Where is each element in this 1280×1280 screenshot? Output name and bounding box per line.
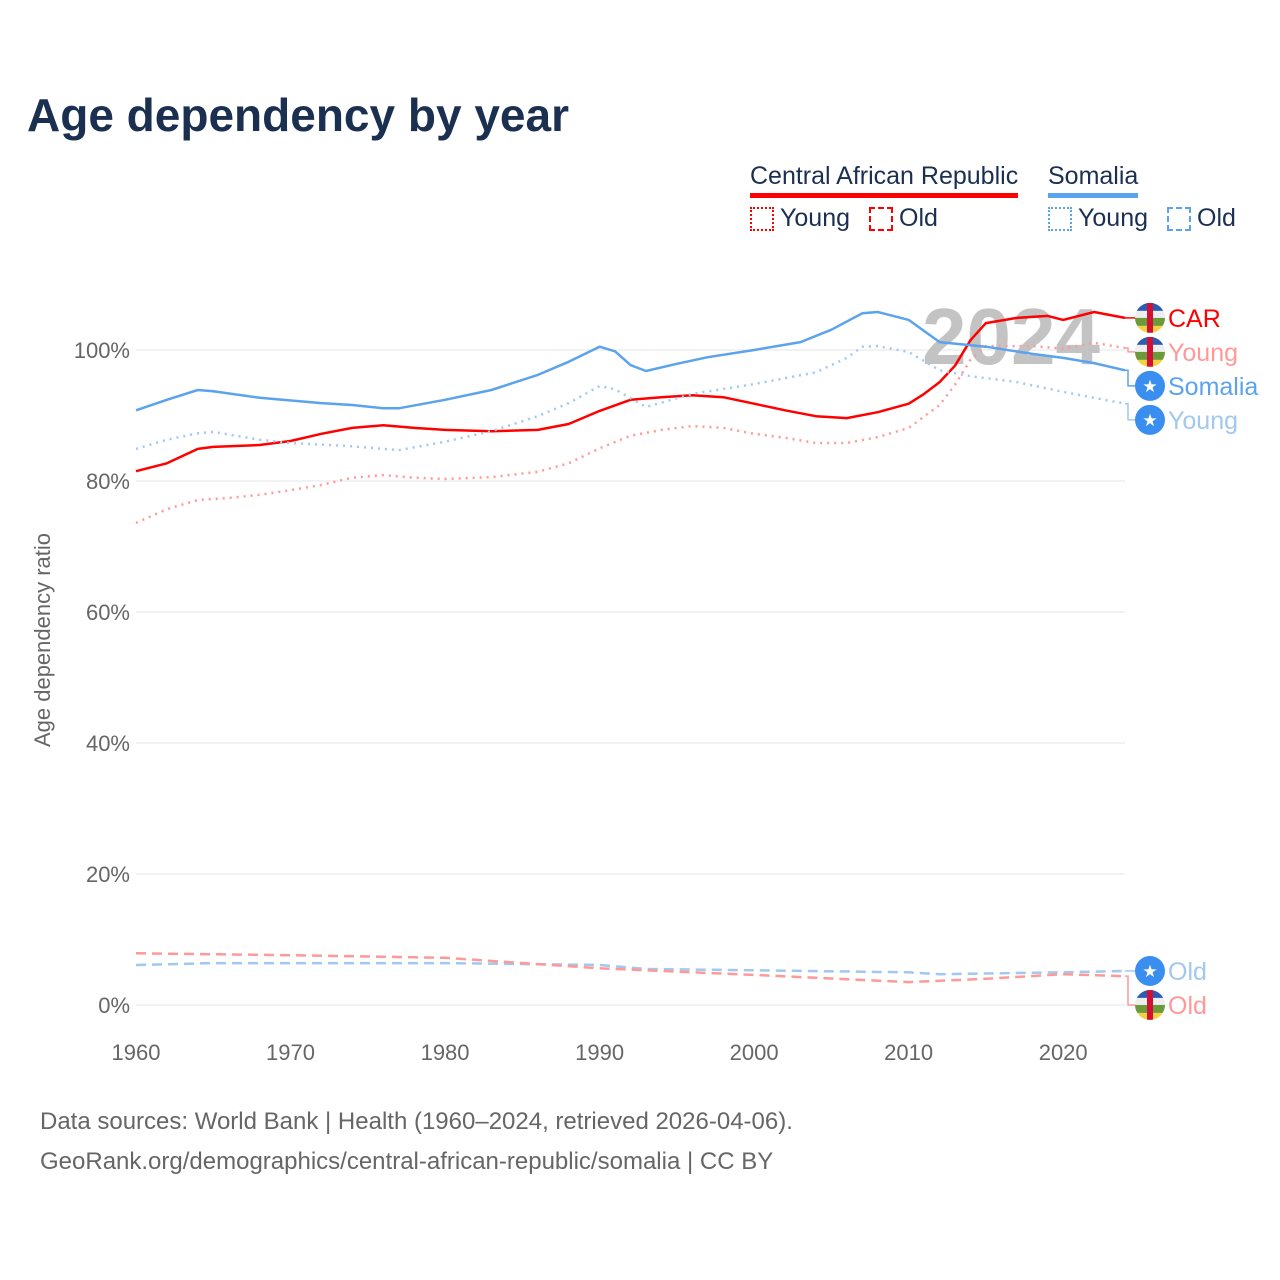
somalia-flag-icon [1135,955,1165,986]
label-connector [1125,975,1136,1006]
dashed-swatch-icon [1167,206,1191,231]
y-tick-label: 80% [86,469,130,494]
dotted-swatch-icon [750,206,774,231]
series-line-car-old [135,952,1126,984]
dotted-swatch-icon [1048,206,1072,231]
legend-somalia-young[interactable]: Young [1048,204,1148,233]
x-tick-label: 2000 [730,1040,779,1065]
x-tick-label: 2020 [1039,1040,1088,1065]
series-end-label: Young [1168,407,1238,435]
car-flag-icon [1135,989,1165,1020]
legend-somalia[interactable]: Somalia [1048,162,1139,198]
series-end-label: CAR [1168,305,1221,333]
car-flag-icon [1135,336,1165,367]
series-line-somalia-old [135,961,1126,976]
x-tick-label: 2010 [884,1040,933,1065]
series-line-car [135,310,1126,473]
y-tick-label: 0% [98,993,130,1018]
label-connector [1125,347,1136,353]
y-tick-label: 40% [86,731,130,756]
legend-label: Old [899,204,938,232]
series-line-car-young [135,341,1126,525]
legend-label: Old [1197,204,1236,232]
star-icon: ★ [1142,411,1157,431]
x-tick-label: 1960 [112,1040,161,1065]
y-tick-label: 60% [86,600,130,625]
y-tick-label: 20% [86,862,130,887]
series-line-somalia-young [135,344,1126,452]
series-end-label: Old [1168,992,1207,1020]
footer-link[interactable]: GeoRank.org/demographics/central-african… [40,1148,774,1175]
series-line-somalia [135,310,1126,412]
star-icon: ★ [1142,962,1157,982]
series-end-label: Old [1168,958,1207,986]
somalia-flag-icon [1135,370,1165,401]
dashed-swatch-icon [869,206,893,231]
car-flag-icon [1135,302,1165,333]
y-tick-label: 100% [74,338,130,363]
legend-car-young[interactable]: Young [750,204,850,233]
label-connector [1125,369,1136,387]
chart-title: Age dependency by year [27,89,569,141]
x-tick-label: 1990 [575,1040,624,1065]
x-tick-label: 1980 [421,1040,470,1065]
legend-car[interactable]: Central African Republic [750,162,1019,198]
legend-label: Young [1078,204,1148,232]
series-end-label: Young [1168,339,1238,367]
legend-car-old[interactable]: Old [869,204,938,233]
label-connector [1125,402,1136,421]
legend-somalia-old[interactable]: Old [1167,204,1236,233]
legend-label: Young [780,204,850,232]
year-watermark: 2024 [922,292,1100,381]
x-tick-label: 1970 [266,1040,315,1065]
y-axis-label: Age dependency ratio [30,533,55,747]
somalia-flag-icon [1135,404,1165,435]
footer-sources: Data sources: World Bank | Health (1960–… [40,1108,793,1135]
series-end-label: Somalia [1168,373,1258,401]
star-icon: ★ [1142,377,1157,397]
